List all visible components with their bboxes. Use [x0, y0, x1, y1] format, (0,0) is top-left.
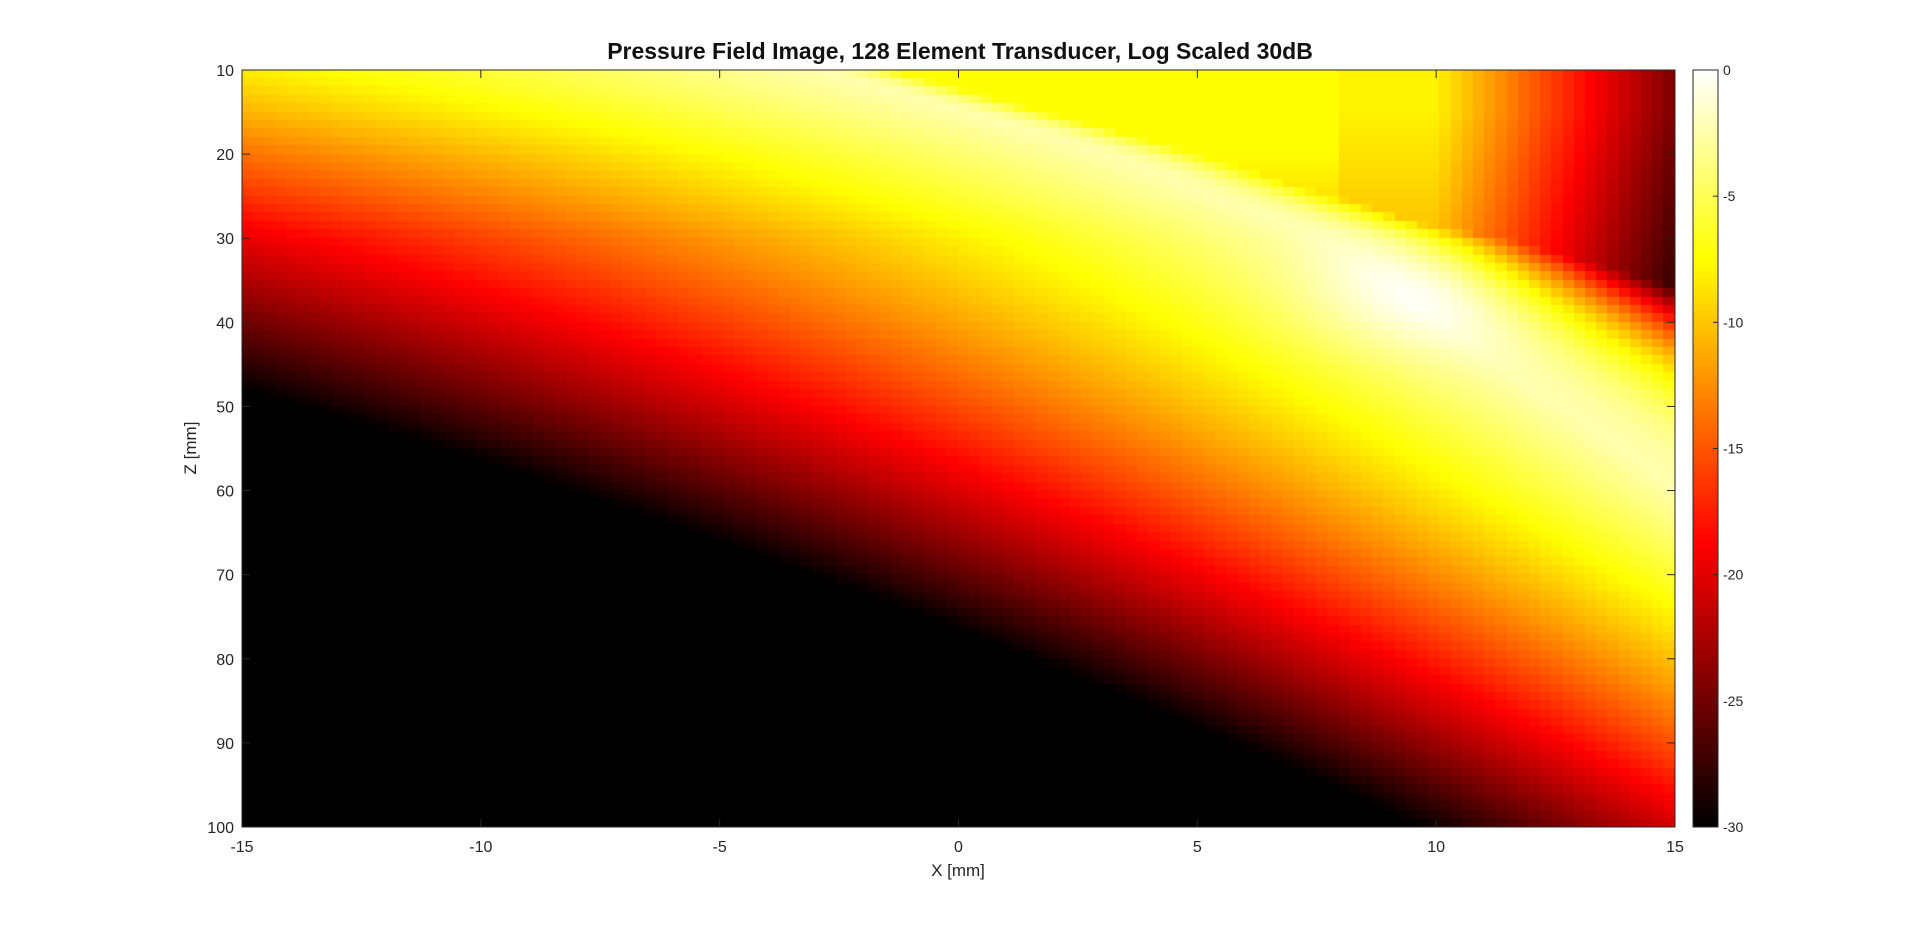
x-axis-ticks: -15 -10 -5 0 5 10 15 [230, 70, 1684, 856]
y-tick-label: 50 [216, 399, 234, 416]
y-tick-label: 10 [216, 63, 234, 80]
y-tick-label: 40 [216, 315, 234, 332]
y-tick-label: 60 [216, 484, 234, 501]
x-tick-label: -15 [230, 839, 253, 856]
colorbar-tick-label: -25 [1723, 693, 1743, 709]
y-axis-ticks: 10 20 30 40 50 60 70 80 90 100 [207, 63, 1675, 837]
chart-title: Pressure Field Image, 128 Element Transd… [607, 38, 1313, 64]
x-tick-label: 10 [1427, 839, 1445, 856]
y-tick-label: 70 [216, 568, 234, 585]
colorbar-ticks: 0 -5 -10 -15 -20 -25 -30 [1713, 62, 1743, 835]
colorbar-tick-label: 0 [1723, 62, 1731, 78]
x-axis-label: X [mm] [931, 861, 985, 880]
y-tick-label: 30 [216, 231, 234, 248]
y-tick-label: 80 [216, 652, 234, 669]
x-tick-label: 0 [954, 839, 963, 856]
x-tick-label: -10 [469, 839, 492, 856]
colorbar-tick-label: -15 [1723, 441, 1743, 457]
colorbar[interactable]: 0 -5 -10 -15 -20 -25 -30 [1692, 62, 1743, 835]
colorbar-tick-label: -5 [1723, 188, 1736, 204]
x-tick-label: 15 [1666, 839, 1684, 856]
y-tick-label: 100 [207, 820, 234, 837]
y-axis-label: Z [mm] [181, 422, 200, 475]
x-tick-label: -5 [713, 839, 727, 856]
x-tick-label: 5 [1193, 839, 1202, 856]
heatmap-canvas [242, 70, 1675, 827]
colorbar-tick-label: -10 [1723, 314, 1743, 330]
colorbar-tick-label: -30 [1723, 819, 1743, 835]
y-tick-label: 90 [216, 736, 234, 753]
y-tick-label: 20 [216, 147, 234, 164]
colorbar-tick-label: -20 [1723, 567, 1743, 583]
heatmap-plot[interactable] [241, 69, 1676, 828]
